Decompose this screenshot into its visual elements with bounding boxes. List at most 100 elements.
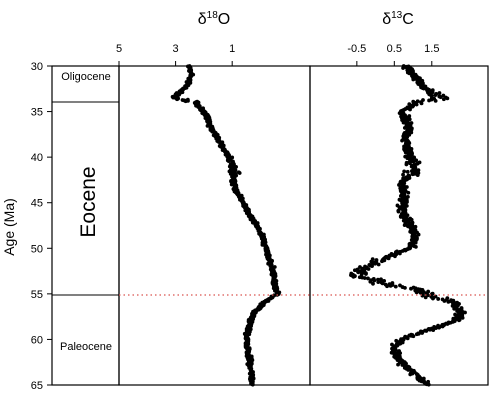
data-point bbox=[420, 331, 424, 335]
data-point bbox=[452, 306, 457, 311]
data-point bbox=[402, 169, 407, 174]
data-point bbox=[463, 310, 467, 315]
data-point bbox=[423, 295, 428, 300]
data-point bbox=[250, 382, 255, 387]
data-point bbox=[415, 173, 420, 178]
y-tick-label: 45 bbox=[31, 198, 43, 210]
data-point bbox=[405, 169, 410, 174]
data-point bbox=[414, 102, 419, 107]
data-point bbox=[446, 299, 451, 304]
data-point bbox=[424, 329, 429, 333]
y-tick-label: 30 bbox=[31, 61, 43, 73]
data-point bbox=[426, 382, 431, 387]
data-point bbox=[409, 286, 413, 291]
data-point bbox=[408, 372, 413, 377]
data-point bbox=[352, 268, 357, 273]
data-point bbox=[408, 107, 412, 112]
data-point bbox=[405, 336, 410, 341]
data-point bbox=[431, 328, 436, 333]
data-point bbox=[406, 368, 411, 372]
data-point bbox=[404, 162, 409, 167]
d13c-panel-frame bbox=[309, 65, 489, 386]
d18o-panel-frame bbox=[118, 65, 311, 386]
d18o-data-points bbox=[170, 64, 282, 387]
data-point bbox=[376, 262, 381, 267]
epoch-column: Oligocene Eocene Paleocene bbox=[51, 65, 120, 386]
data-point bbox=[393, 254, 397, 259]
data-point bbox=[411, 159, 416, 164]
data-point bbox=[183, 99, 188, 104]
data-point bbox=[356, 270, 361, 275]
data-point bbox=[385, 284, 389, 289]
d18o-panel: δ18O 5 3 1 bbox=[116, 10, 311, 387]
data-point bbox=[366, 276, 370, 281]
y-tick-label: 40 bbox=[31, 152, 43, 164]
data-point bbox=[403, 248, 408, 253]
data-point bbox=[413, 244, 418, 249]
x-tick-label: 3 bbox=[173, 43, 179, 55]
y-tick-label: 35 bbox=[31, 107, 43, 119]
d13c-data-points bbox=[349, 64, 467, 387]
data-point bbox=[401, 66, 405, 70]
data-point bbox=[437, 91, 442, 95]
data-point bbox=[414, 77, 419, 82]
data-point bbox=[402, 126, 407, 130]
data-point bbox=[404, 185, 409, 189]
data-point bbox=[400, 138, 404, 143]
data-point bbox=[445, 96, 450, 101]
x-tick-label: 0.5 bbox=[387, 43, 402, 55]
data-point bbox=[388, 283, 393, 288]
data-point bbox=[436, 297, 441, 301]
data-point bbox=[393, 284, 398, 289]
paleocene-label: Paleocene bbox=[60, 341, 112, 353]
data-point bbox=[229, 182, 234, 187]
data-point bbox=[366, 267, 371, 271]
data-point bbox=[402, 223, 407, 228]
data-point bbox=[226, 159, 231, 164]
data-point bbox=[396, 362, 400, 367]
y-tick-label: 65 bbox=[31, 380, 43, 392]
data-point bbox=[441, 97, 446, 102]
data-point bbox=[371, 281, 375, 286]
data-point bbox=[205, 123, 210, 128]
data-point bbox=[434, 326, 438, 330]
data-point bbox=[237, 171, 242, 175]
data-point bbox=[433, 98, 438, 103]
y-tick-label: 50 bbox=[31, 243, 43, 255]
data-point bbox=[397, 183, 401, 187]
data-point bbox=[401, 172, 405, 177]
data-point bbox=[413, 240, 418, 245]
data-point bbox=[396, 209, 401, 214]
y-axis-ticks: 30 35 40 45 50 55 60 65 bbox=[31, 61, 52, 392]
oligocene-label: Oligocene bbox=[61, 71, 111, 83]
data-point bbox=[420, 293, 425, 298]
data-point bbox=[427, 98, 431, 103]
data-point bbox=[409, 217, 414, 222]
data-point bbox=[380, 259, 384, 264]
data-point bbox=[359, 272, 364, 277]
y-tick-label: 55 bbox=[31, 289, 43, 301]
data-point bbox=[414, 290, 419, 295]
data-point bbox=[431, 296, 435, 301]
data-point bbox=[376, 280, 381, 285]
data-point bbox=[411, 334, 416, 339]
y-tick-label: 60 bbox=[31, 334, 43, 346]
data-point bbox=[386, 256, 391, 261]
data-point bbox=[401, 120, 406, 125]
data-point bbox=[419, 101, 424, 106]
data-point bbox=[414, 332, 419, 337]
data-point bbox=[175, 97, 179, 102]
data-point bbox=[362, 276, 367, 280]
data-point bbox=[404, 200, 409, 205]
data-point bbox=[410, 172, 415, 177]
d13c-panel: δ13C -0.5 0.5 1.5 bbox=[309, 10, 489, 387]
data-point bbox=[364, 272, 368, 276]
data-point bbox=[457, 318, 461, 323]
data-point bbox=[406, 190, 411, 195]
data-point bbox=[440, 324, 445, 329]
data-point bbox=[428, 327, 432, 332]
data-point bbox=[403, 285, 407, 290]
data-point bbox=[437, 325, 441, 330]
d13c-panel-title: δ13C bbox=[382, 10, 414, 28]
